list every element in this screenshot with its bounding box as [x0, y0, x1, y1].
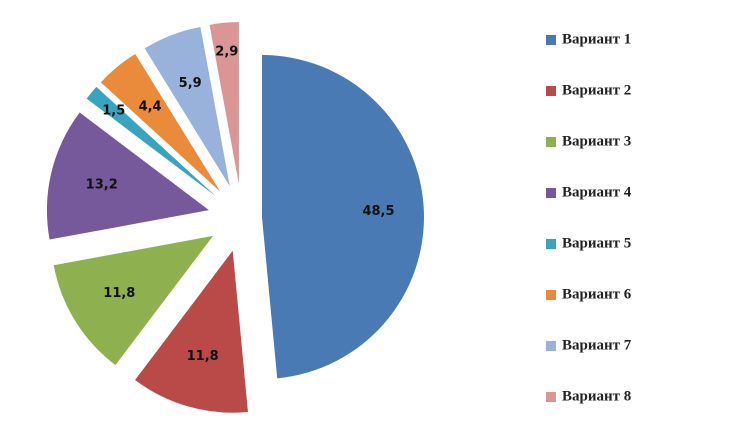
legend-swatch	[546, 341, 556, 351]
legend-label: Вариант 5	[562, 235, 631, 251]
pie-slice	[209, 22, 239, 185]
pie-slice	[86, 86, 216, 197]
legend-label: Вариант 3	[562, 133, 631, 149]
legend-label: Вариант 4	[562, 184, 632, 200]
legend-label: Вариант 2	[562, 82, 631, 98]
pie-slice	[261, 55, 424, 379]
legend-swatch	[546, 239, 556, 249]
data-label: 48,5	[362, 204, 394, 219]
pie-slice	[46, 112, 209, 240]
legend-label: Вариант 7	[562, 337, 632, 353]
legend-swatch	[546, 188, 556, 198]
legend-label: Вариант 1	[562, 31, 631, 47]
legend-swatch	[546, 86, 556, 96]
data-label: 11,8	[103, 286, 135, 301]
data-label: 2,9	[215, 44, 238, 59]
legend-swatch	[546, 392, 556, 402]
pie-slice	[144, 26, 230, 187]
legend-swatch	[546, 290, 556, 300]
pie-slice	[135, 250, 248, 413]
data-label: 13,2	[86, 177, 118, 192]
data-label: 5,9	[179, 76, 202, 91]
data-label: 4,4	[139, 99, 162, 114]
pie-slice	[53, 235, 214, 366]
pie-slice	[100, 53, 221, 192]
data-label: 1,5	[102, 104, 125, 119]
legend-swatch	[546, 137, 556, 147]
data-label: 11,8	[187, 349, 219, 364]
legend-label: Вариант 8	[562, 388, 631, 404]
legend-swatch	[546, 35, 556, 45]
legend-label: Вариант 6	[562, 286, 632, 302]
